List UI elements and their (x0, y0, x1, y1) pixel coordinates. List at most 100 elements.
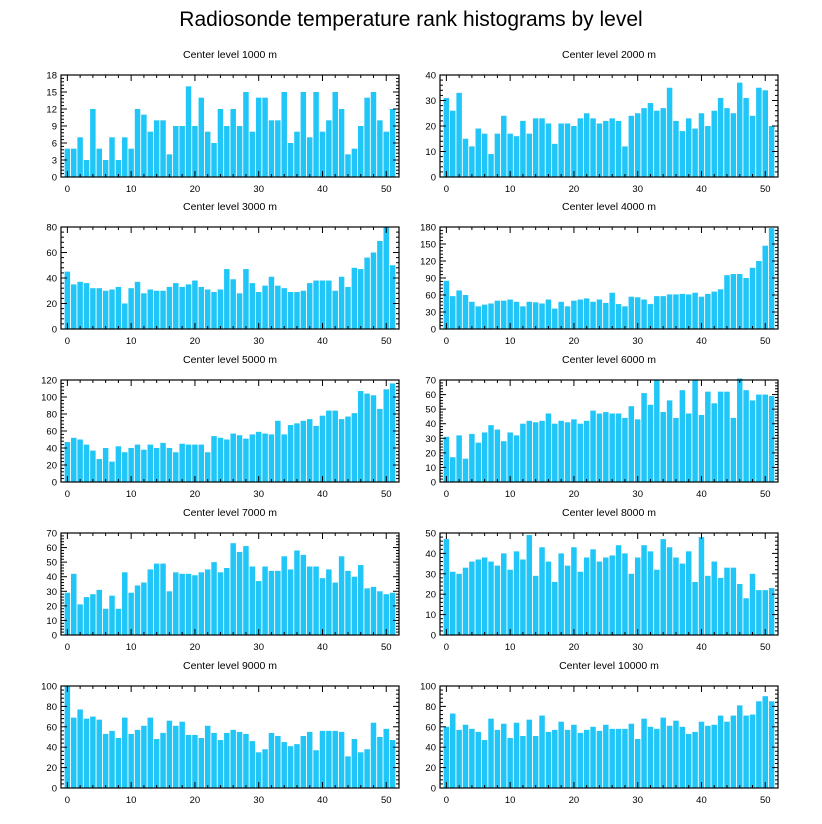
histogram-panel: Center level 2000 m 0 10 20 30 40 50 0 10 20 30 40 (425, 49, 779, 195)
histogram-bar (377, 737, 383, 788)
histogram-bar (377, 120, 383, 177)
histogram-bar (319, 280, 326, 329)
histogram-bar (532, 575, 539, 635)
histogram-bar (647, 404, 654, 482)
histogram-bar (249, 741, 256, 788)
histogram-bar (332, 290, 338, 329)
x-tick-label: 30 (253, 795, 264, 806)
histogram-bar (443, 436, 450, 482)
histogram-bar (243, 733, 249, 788)
x-tick-label: 30 (632, 489, 643, 500)
x-tick-label: 0 (65, 642, 70, 653)
y-tick-label: 20 (425, 590, 436, 601)
histogram-bar (685, 294, 692, 329)
histogram-bar (332, 730, 338, 788)
histogram-bar (300, 554, 307, 635)
histogram-bar (204, 289, 211, 329)
histogram-bar (558, 123, 564, 177)
histogram-bar (609, 728, 615, 788)
x-tick-label: 0 (444, 489, 449, 500)
histogram-bar (83, 597, 90, 635)
histogram-bar (306, 731, 313, 788)
histogram-bar (456, 573, 462, 635)
histogram-bar (90, 594, 96, 635)
histogram-bar (698, 296, 705, 329)
histogram-bar (450, 296, 456, 329)
y-tick-label: 12 (46, 105, 57, 116)
histogram-bar (134, 444, 141, 482)
histogram-bar (539, 303, 545, 329)
histogram-bar (275, 420, 281, 482)
x-tick-label: 10 (126, 795, 137, 806)
histogram-bar (705, 575, 711, 635)
x-tick-label: 20 (190, 184, 201, 195)
histogram-bar (641, 299, 647, 329)
histogram-bar (192, 575, 198, 635)
histogram-bar (571, 126, 577, 177)
histogram-bar (300, 420, 307, 482)
histogram-bar (64, 592, 71, 635)
histogram-bar (743, 598, 749, 635)
y-tick-label: 30 (425, 434, 436, 445)
histogram-bar (526, 420, 533, 482)
histogram-bar (153, 739, 160, 788)
histogram-bar (313, 280, 319, 329)
x-tick-label: 50 (381, 184, 392, 195)
histogram-bar (287, 425, 294, 482)
histogram-bar (501, 441, 507, 482)
histogram-bar (660, 108, 666, 177)
histogram-bar (507, 133, 513, 177)
histogram-bar (198, 572, 205, 635)
histogram-bar (532, 422, 539, 482)
histogram-bar (590, 410, 596, 482)
histogram-bar (673, 294, 679, 329)
histogram-bar (698, 414, 705, 482)
y-tick-label: 20 (46, 601, 57, 612)
histogram-bar (577, 571, 584, 635)
histogram-bar (545, 299, 552, 329)
histogram-bar (230, 729, 236, 788)
histogram-bar (185, 444, 192, 482)
histogram-bar (128, 288, 134, 329)
histogram-bar (641, 393, 647, 482)
histogram-bar (153, 120, 160, 177)
histogram-bar (224, 439, 230, 482)
y-tick-label: 50 (425, 529, 436, 540)
histogram-bar (590, 549, 596, 635)
histogram-bar (262, 285, 268, 329)
histogram-bar (673, 120, 679, 177)
histogram-bar (351, 413, 358, 482)
histogram-bar (71, 573, 77, 635)
histogram-bar (532, 735, 539, 788)
x-tick-label: 0 (444, 795, 449, 806)
histogram-bar (628, 723, 635, 788)
y-tick-label: 70 (46, 529, 57, 540)
histogram-bar (122, 572, 128, 635)
histogram-bar (166, 154, 173, 177)
histogram-bar (211, 292, 217, 329)
y-tick-label: 20 (425, 763, 436, 774)
x-tick-label: 10 (505, 795, 516, 806)
histogram-bar (230, 109, 236, 177)
y-tick-label: 15 (46, 88, 57, 99)
histogram-bar (77, 439, 83, 482)
histogram-panel: Center level 7000 m 0 10 20 30 40 50 0 10 20 30 40 5… (46, 507, 400, 653)
histogram-bar (545, 731, 552, 788)
histogram-bar (179, 573, 185, 635)
histogram-bar (450, 713, 456, 788)
x-tick-label: 40 (696, 489, 707, 500)
y-tick-label: 30 (425, 96, 436, 107)
histogram-bar (281, 288, 287, 329)
histogram-bar (590, 301, 596, 329)
histogram-bar (590, 118, 596, 177)
histogram-bar (71, 437, 77, 482)
histogram-bar (249, 434, 256, 482)
y-tick-label: 0 (52, 478, 57, 489)
histogram-bar (724, 721, 730, 788)
histogram-bar (370, 252, 377, 329)
histogram-bar (736, 705, 743, 788)
histogram-bar (71, 284, 77, 330)
histogram-bar (615, 304, 622, 329)
histogram-bar (230, 279, 236, 329)
histogram-bar (501, 115, 507, 177)
